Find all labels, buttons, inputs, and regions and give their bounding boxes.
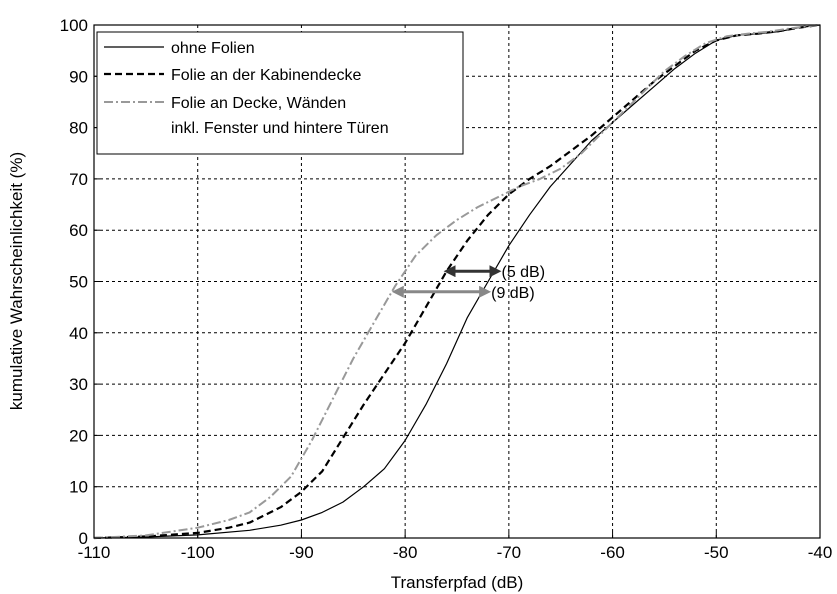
series-line-2 <box>93 23 821 540</box>
legend-box <box>96 31 464 155</box>
annotation-label-2: (9 dB) <box>491 285 535 302</box>
legend: ohne Folien Folie an der Kabinendecke Foli… <box>96 31 464 155</box>
x-tick-label: -60 <box>600 543 625 562</box>
y-tick-label: 80 <box>69 119 88 138</box>
x-tick-label: -90 <box>289 543 314 562</box>
y-tick-label: 70 <box>69 170 88 189</box>
y-axis-label: kumulative Wahrscheinlichkeit (%) <box>7 152 26 410</box>
x-axis-label: Transferpfad (dB) <box>391 573 524 592</box>
y-tick-label: 10 <box>69 478 88 497</box>
x-tick-labels: -110 -100 -90 -80 -70 -60 -50 -40 <box>78 543 833 562</box>
legend-label-1: ohne Folien <box>171 40 255 57</box>
x-tick-label: -110 <box>78 543 111 562</box>
legend-label-3: Folie an Decke, Wänden inkl. Fenster und … <box>171 95 389 137</box>
x-tick-label: -80 <box>393 543 418 562</box>
annotation-label-1: (5 dB) <box>501 264 545 281</box>
y-tick-label: 0 <box>79 529 88 548</box>
x-tick-label: -50 <box>704 543 729 562</box>
y-tick-labels: 0 10 20 30 40 50 60 70 80 90 100 <box>60 16 88 548</box>
y-tick-label: 30 <box>69 375 88 394</box>
series-line-3 <box>93 24 821 539</box>
series-group <box>93 23 821 540</box>
y-tick-label: 40 <box>69 324 88 343</box>
y-tick-label: 20 <box>69 426 88 445</box>
y-tick-label: 100 <box>60 16 88 35</box>
legend-label-2: Folie an der Kabinendecke <box>171 67 361 84</box>
x-tick-label: -100 <box>181 543 215 562</box>
x-tick-label: -40 <box>808 543 833 562</box>
x-tick-label: -70 <box>497 543 522 562</box>
y-tick-label: 90 <box>69 67 88 86</box>
annotations: (5 dB) (9 dB) <box>391 264 545 302</box>
y-tick-label: 60 <box>69 221 88 240</box>
y-tick-label: 50 <box>69 273 88 292</box>
